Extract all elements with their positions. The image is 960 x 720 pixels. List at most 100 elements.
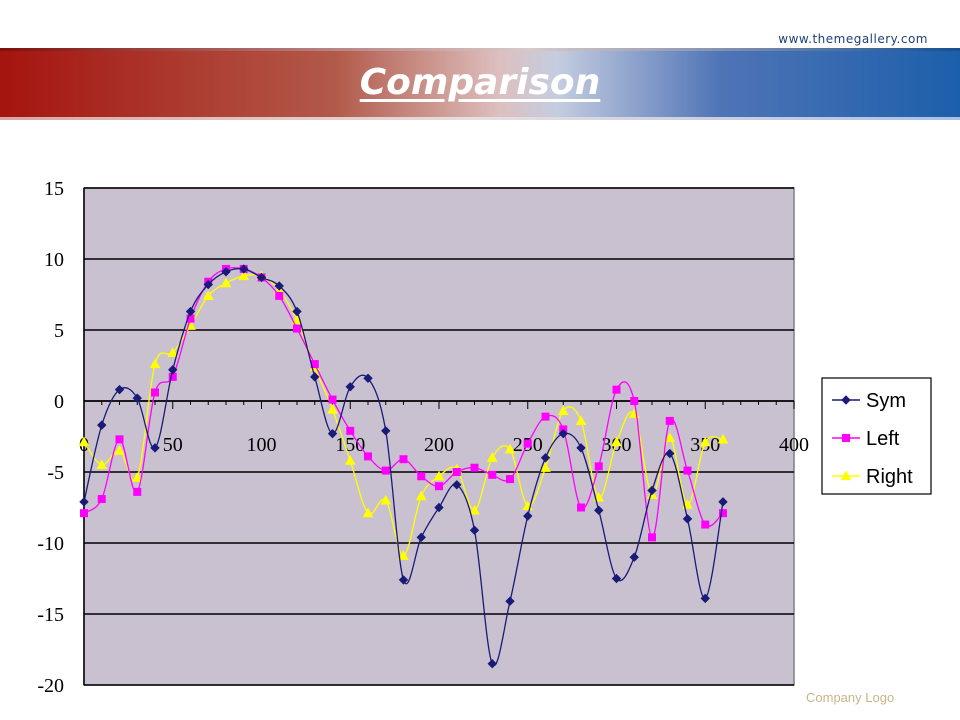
- data-point-left: [577, 503, 585, 512]
- data-point-sym: [327, 428, 338, 439]
- data-point-left: [364, 452, 372, 461]
- data-point-left: [594, 462, 603, 471]
- y-tick-label: -15: [37, 604, 64, 626]
- data-point-left: [541, 412, 550, 421]
- legend-label-sym: Sym: [866, 390, 906, 412]
- data-point-sym: [310, 372, 320, 382]
- data-point-sym: [611, 573, 622, 584]
- data-point-left: [648, 533, 656, 542]
- data-point-right: [114, 445, 125, 455]
- data-point-right: [415, 490, 427, 501]
- data-point-left: [97, 494, 106, 503]
- data-point-left: [293, 324, 301, 333]
- slide-title-text: Comparison: [359, 62, 601, 103]
- data-point-sym: [168, 365, 178, 375]
- data-point-sym: [398, 575, 409, 585]
- data-point-right: [96, 459, 108, 469]
- data-point-left: [683, 466, 692, 475]
- legend-marker-right: [840, 470, 852, 481]
- slide-title: Comparison: [0, 62, 960, 103]
- data-point-sym: [647, 485, 657, 496]
- data-point-sym: [469, 525, 480, 535]
- data-point-sym: [185, 306, 196, 317]
- y-tick-label: 10: [44, 249, 64, 271]
- data-point-left: [328, 395, 337, 404]
- data-point-sym: [114, 384, 125, 395]
- data-point-left: [381, 466, 390, 475]
- data-point-sym: [505, 596, 515, 606]
- y-tick-label: -5: [47, 462, 64, 484]
- data-point-sym: [203, 279, 213, 290]
- data-point-left: [417, 472, 426, 481]
- data-point-left: [470, 463, 479, 472]
- data-point-right: [433, 470, 445, 481]
- data-point-sym: [363, 373, 373, 383]
- data-point-right: [327, 403, 338, 414]
- data-point-sym: [452, 480, 462, 490]
- data-point-sym: [97, 420, 107, 430]
- data-point-right: [220, 277, 232, 288]
- data-point-right: [593, 492, 605, 502]
- x-tick-label: 100: [247, 434, 277, 456]
- data-point-right: [611, 436, 622, 447]
- data-point-sym: [700, 593, 710, 604]
- data-point-right: [699, 436, 711, 447]
- x-tick-label: 200: [424, 434, 454, 456]
- company-logo: Company Logo: [806, 690, 895, 705]
- data-point-right: [78, 436, 90, 447]
- data-point-left: [435, 482, 443, 491]
- y-tick-label: 15: [44, 178, 64, 200]
- data-point-sym: [665, 448, 675, 459]
- data-point-left: [630, 397, 639, 405]
- data-point-right: [469, 504, 480, 515]
- data-point-right: [575, 415, 587, 425]
- legend-label-left: Left: [866, 428, 900, 450]
- data-point-right: [717, 433, 729, 444]
- data-point-sym: [221, 267, 231, 277]
- y-tick-label: 0: [54, 391, 64, 413]
- site-url: www.themegallery.com: [778, 32, 928, 46]
- data-point-right: [504, 443, 516, 454]
- y-tick-label: -20: [37, 675, 64, 697]
- data-point-left: [612, 385, 621, 394]
- data-point-sym: [150, 443, 160, 453]
- data-point-left: [523, 439, 532, 448]
- data-point-sym: [381, 426, 391, 436]
- data-point-left: [151, 388, 159, 397]
- data-point-sym: [256, 272, 267, 283]
- data-point-right: [398, 550, 409, 560]
- data-point-left: [115, 435, 124, 444]
- data-point-sym: [718, 497, 728, 507]
- x-tick-label: 50: [163, 434, 183, 456]
- data-point-sym: [416, 532, 426, 543]
- data-point-left: [275, 291, 284, 300]
- data-point-sym: [558, 428, 568, 439]
- data-point-right: [167, 347, 179, 357]
- data-point-left: [133, 487, 142, 496]
- legend: [821, 377, 932, 495]
- data-point-right: [380, 494, 392, 505]
- data-point-left: [80, 509, 88, 518]
- data-point-left: [488, 470, 497, 479]
- data-point-right: [131, 472, 143, 482]
- y-tick-label: 5: [54, 320, 64, 342]
- data-point-right: [362, 507, 374, 518]
- data-point-sym: [487, 658, 497, 669]
- data-point-left: [719, 509, 727, 518]
- legend-marker-sym: [841, 395, 851, 405]
- data-point-right: [486, 452, 498, 462]
- data-point-right: [238, 270, 250, 281]
- data-point-left: [701, 520, 710, 529]
- data-point-sym: [434, 502, 444, 513]
- data-point-sym: [292, 306, 302, 317]
- data-point-sym: [274, 281, 284, 291]
- data-point-sym: [629, 552, 639, 562]
- title-band: [0, 48, 960, 120]
- data-point-sym: [345, 382, 355, 392]
- legend-marker-left: [842, 434, 850, 442]
- data-point-right: [344, 455, 356, 465]
- data-point-left: [665, 416, 674, 425]
- data-point-right: [202, 290, 214, 301]
- data-point-sym: [523, 511, 533, 521]
- x-tick-label: 400: [779, 434, 809, 456]
